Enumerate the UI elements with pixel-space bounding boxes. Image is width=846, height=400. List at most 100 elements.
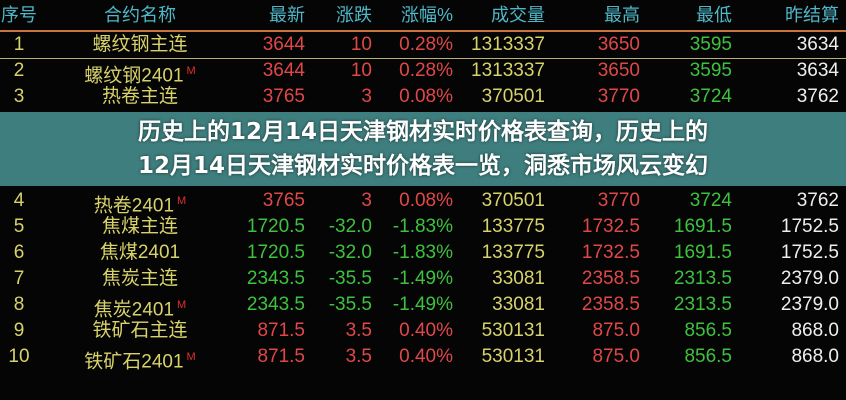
low-price: 2313.5 <box>673 294 732 315</box>
main-contract-badge: M <box>177 299 187 311</box>
volume: 530131 <box>481 346 545 367</box>
contract-name-text: 焦煤2401 <box>99 242 181 263</box>
contract-name-text: 铁矿石2401 <box>84 351 184 373</box>
header-name[interactable]: 合约名称 <box>104 5 176 25</box>
contract-name: 铁矿石2401 M <box>60 344 220 373</box>
low-price: 3595 <box>689 34 732 55</box>
latest-price: 871.5 <box>257 320 305 341</box>
main-contract-badge: M <box>186 65 196 77</box>
row-seq: 8 <box>13 294 25 315</box>
row-seq: 3 <box>13 86 25 107</box>
price-change: 3 <box>361 190 372 211</box>
price-change: 3.5 <box>345 346 372 367</box>
high-price: 875.0 <box>592 320 640 341</box>
latest-price: 871.5 <box>257 346 305 367</box>
high-price: 2358.5 <box>581 268 640 289</box>
high-price: 3650 <box>597 34 640 55</box>
volume: 370501 <box>481 190 545 211</box>
header-latest[interactable]: 最新 <box>269 5 305 25</box>
volume: 1313337 <box>471 34 545 55</box>
header-change[interactable]: 涨跌 <box>336 5 372 25</box>
contract-name-text: 热卷主连 <box>101 86 178 107</box>
low-price: 1691.5 <box>673 242 732 263</box>
price-change: 3 <box>361 86 372 107</box>
prev-settlement: 3634 <box>796 60 839 81</box>
contract-name-text: 螺纹钢2401 <box>84 65 184 87</box>
table-row[interactable]: 7 焦炭主连 2343.5 -35.5 -1.49% 33081 2358.5 2313.5 2… <box>0 266 846 292</box>
high-price: 3770 <box>597 86 640 107</box>
row-seq: 7 <box>13 268 25 289</box>
high-price: 875.0 <box>592 346 640 367</box>
change-percent: 0.40% <box>399 346 453 367</box>
latest-price: 3765 <box>262 190 305 211</box>
change-percent: 0.08% <box>399 86 453 107</box>
latest-price: 3765 <box>262 86 305 107</box>
change-percent: 0.40% <box>399 320 453 341</box>
price-change: -32.0 <box>328 242 372 263</box>
low-price: 3724 <box>689 190 732 211</box>
row-seq: 4 <box>13 190 25 211</box>
change-percent: 0.28% <box>399 34 453 55</box>
change-percent: -1.49% <box>392 294 453 315</box>
table-header: 序号 合约名称 最新 涨跌 涨幅% 成交量 最高 最低 昨结算 <box>0 0 846 30</box>
contract-name: 焦煤2401 <box>60 240 220 266</box>
contract-name: 焦煤主连 <box>60 214 220 240</box>
banner-title: 历史上的12月14日天津钢材实时价格表查询，历史上的 12月14日天津钢材实时价… <box>0 112 846 186</box>
low-price: 1691.5 <box>673 216 732 237</box>
header-divider <box>0 30 846 32</box>
row-seq: 5 <box>13 216 25 237</box>
table-row[interactable]: 5 焦煤主连 1720.5 -32.0 -1.83% 133775 1732.5 1691.5… <box>0 214 846 240</box>
price-change: 3.5 <box>345 320 372 341</box>
row-seq: 1 <box>13 34 25 55</box>
main-contract-badge: M <box>177 195 187 207</box>
header-seq[interactable]: 序号 <box>1 5 37 25</box>
contract-name-text: 焦炭2401 <box>93 299 175 321</box>
contract-name: 焦炭主连 <box>60 266 220 292</box>
header-volume[interactable]: 成交量 <box>491 5 545 25</box>
price-change: -32.0 <box>328 216 372 237</box>
high-price: 2358.5 <box>581 294 640 315</box>
latest-price: 2343.5 <box>246 294 305 315</box>
high-price: 3770 <box>597 190 640 211</box>
header-pct[interactable]: 涨幅% <box>400 5 453 25</box>
contract-name: 焦炭2401 M <box>60 292 220 321</box>
contract-name-text: 铁矿石主连 <box>92 320 188 341</box>
table-row[interactable]: 1 螺纹钢主连 3644 10 0.28% 1313337 3650 3595 3634 <box>0 32 846 58</box>
low-price: 856.5 <box>684 346 732 367</box>
banner-title-line2: 12月14日天津钢材实时价格表一览，洞悉市场风云变幻 <box>137 153 708 179</box>
price-change: 10 <box>350 60 372 81</box>
header-low[interactable]: 最低 <box>696 5 732 25</box>
contract-name: 热卷2401 M <box>60 188 220 217</box>
header-high[interactable]: 最高 <box>604 5 640 25</box>
contract-name: 螺纹钢2401 M <box>60 58 220 87</box>
title-banner <box>0 112 846 186</box>
prev-settlement: 3762 <box>796 190 839 211</box>
latest-price: 3644 <box>262 60 305 81</box>
contract-name: 热卷主连 <box>60 84 220 110</box>
table-row[interactable]: 9 铁矿石主连 871.5 3.5 0.40% 530131 875.0 856.5 868.0 <box>0 318 846 344</box>
header-prev[interactable]: 昨结算 <box>785 5 839 25</box>
table-row[interactable]: 4 热卷2401 M 3765 3 0.08% 370501 3770 3724 3762 <box>0 188 846 217</box>
high-price: 1732.5 <box>581 242 640 263</box>
volume: 133775 <box>481 216 545 237</box>
table-row[interactable]: 2 螺纹钢2401 M 3644 10 0.28% 1313337 3650 3595 3634 <box>0 58 846 87</box>
change-percent: 0.28% <box>399 60 453 81</box>
table-row[interactable]: 8 焦炭2401 M 2343.5 -35.5 -1.49% 33081 2358.5 2313… <box>0 292 846 321</box>
change-percent: 0.08% <box>399 190 453 211</box>
price-change: -35.5 <box>328 294 372 315</box>
selected-row-divider <box>0 58 846 59</box>
table-row[interactable]: 10 铁矿石2401 M 871.5 3.5 0.40% 530131 875.0 856.5 8… <box>0 344 846 373</box>
contract-name-text: 热卷2401 <box>93 195 175 217</box>
change-percent: -1.49% <box>392 268 453 289</box>
prev-settlement: 2379.0 <box>780 268 839 289</box>
row-seq: 2 <box>13 60 25 81</box>
low-price: 3595 <box>689 60 732 81</box>
latest-price: 3644 <box>262 34 305 55</box>
table-row[interactable]: 3 热卷主连 3765 3 0.08% 370501 3770 3724 3762 <box>0 84 846 110</box>
volume: 33081 <box>492 294 545 315</box>
table-row[interactable]: 6 焦煤2401 1720.5 -32.0 -1.83% 133775 1732.5 1691… <box>0 240 846 266</box>
row-seq: 6 <box>13 242 25 263</box>
row-seq: 9 <box>13 320 25 341</box>
prev-settlement: 868.0 <box>791 320 839 341</box>
prev-settlement: 1752.5 <box>780 242 839 263</box>
